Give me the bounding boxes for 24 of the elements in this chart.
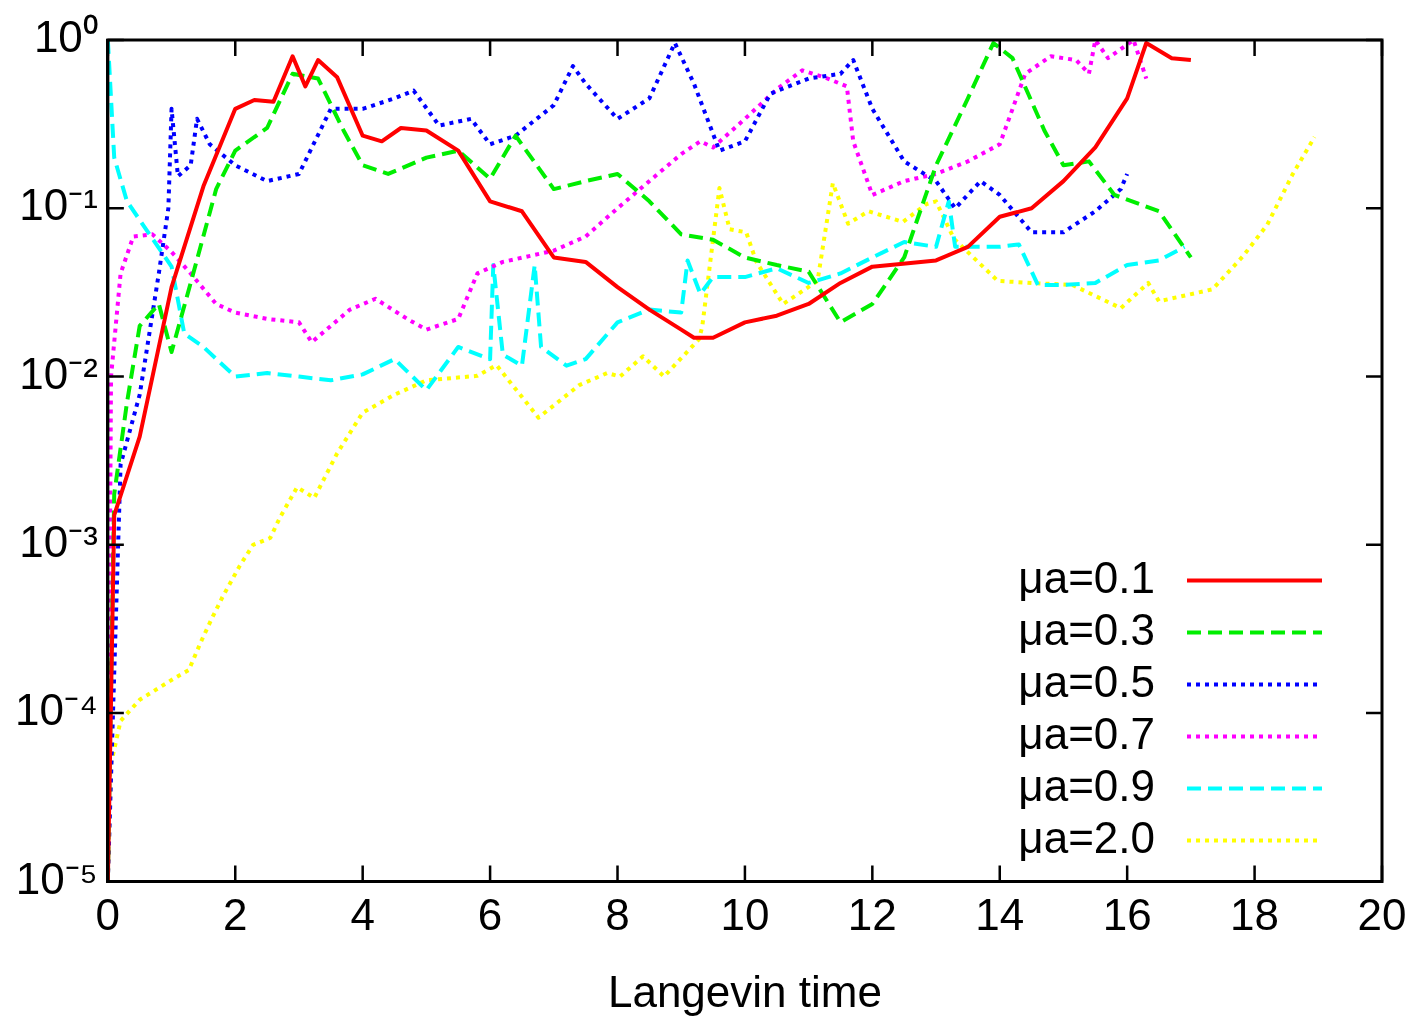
x-tick-label: 2 (223, 889, 248, 939)
y-tick-label: 10⁻² (19, 348, 98, 398)
x-tick-label: 0 (95, 889, 121, 939)
x-tick-label: 4 (350, 889, 375, 939)
x-axis-title: Langevin time (607, 966, 882, 1016)
legend-label: μa=0.9 (1018, 760, 1155, 810)
x-tick-label: 10 (720, 889, 770, 939)
legend-label: μa=0.3 (1018, 604, 1155, 654)
x-tick-label: 20 (1357, 889, 1407, 939)
y-tick-label: 10⁻⁴ (14, 685, 98, 735)
x-tick-label: 12 (847, 889, 897, 939)
x-tick-label: 18 (1230, 889, 1280, 939)
x-tick-label: 16 (1102, 889, 1152, 939)
y-tick-label: 10⁻³ (19, 516, 98, 566)
legend-label: μa=2.0 (1018, 812, 1155, 862)
legend-label: μa=0.7 (1018, 708, 1155, 758)
y-tick-label: 10⁰ (33, 12, 98, 62)
x-tick-label: 14 (975, 889, 1025, 939)
legend-label: μa=0.5 (1018, 656, 1155, 706)
y-tick-label: 10⁻¹ (19, 180, 98, 230)
y-tick-label: 10⁻⁵ (15, 853, 98, 903)
legend-label: μa=0.1 (1018, 552, 1155, 602)
x-tick-label: 8 (605, 889, 630, 939)
x-tick-label: 6 (477, 889, 503, 939)
